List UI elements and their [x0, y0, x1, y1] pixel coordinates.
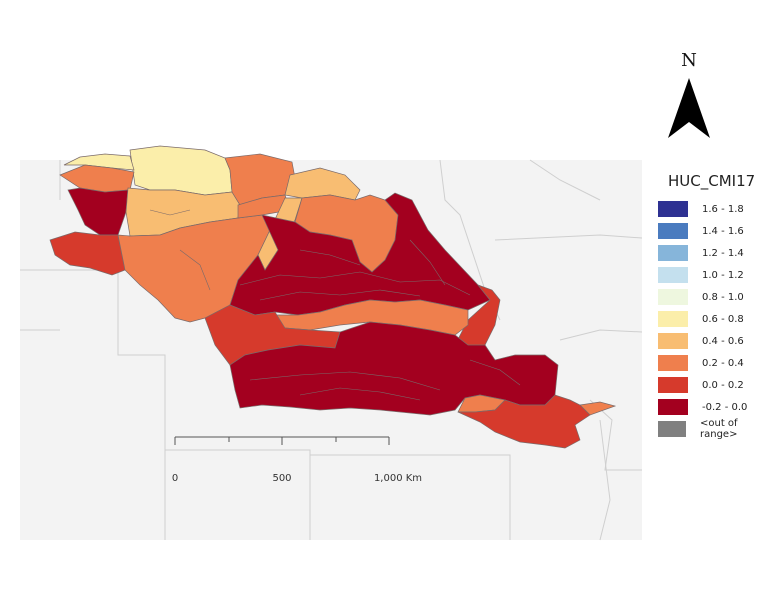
legend-swatch — [658, 355, 688, 371]
legend: HUC_CMI17 1.6 - 1.8 1.4 - 1.6 1.2 - 1.4 1.0… — [658, 170, 773, 440]
legend-swatch — [658, 311, 688, 327]
legend-swatch — [658, 421, 686, 437]
legend-swatch — [658, 223, 688, 239]
legend-label: 1.0 - 1.2 — [702, 269, 744, 281]
legend-item: <out of range> — [658, 418, 773, 440]
legend-rows: 1.6 - 1.8 1.4 - 1.6 1.2 - 1.4 1.0 - 1.2 0.8 … — [658, 198, 773, 440]
huc-region — [49, 231, 126, 276]
legend-item: -0.2 - 0.0 — [658, 396, 773, 418]
huc-region — [457, 394, 591, 449]
legend-title: HUC_CMI17 — [668, 172, 756, 190]
legend-swatch — [658, 333, 688, 349]
north-label: N — [681, 50, 697, 71]
legend-label: 1.2 - 1.4 — [702, 247, 744, 259]
huc-region — [263, 299, 469, 336]
legend-label: <out of range> — [700, 418, 738, 440]
scale-label: 1,000 Km — [374, 473, 422, 484]
legend-swatch — [658, 399, 688, 415]
legend-label: 0.4 - 0.6 — [702, 335, 744, 347]
legend-swatch — [658, 289, 688, 305]
legend-item: 0.4 - 0.6 — [658, 330, 773, 352]
legend-swatch — [658, 245, 688, 261]
legend-swatch — [658, 267, 688, 283]
legend-label: 0.0 - 0.2 — [702, 379, 744, 391]
watershed-regions — [49, 145, 617, 449]
north-arrow-icon — [668, 78, 710, 138]
scale-label: 500 — [272, 473, 291, 484]
legend-item: 1.2 - 1.4 — [658, 242, 773, 264]
scale-bar — [174, 436, 390, 445]
legend-item: 1.6 - 1.8 — [658, 198, 773, 220]
huc-region — [129, 145, 233, 196]
legend-label: 1.4 - 1.6 — [702, 225, 744, 237]
legend-item: 0.6 - 0.8 — [658, 308, 773, 330]
legend-item: 1.4 - 1.6 — [658, 220, 773, 242]
legend-label: -0.2 - 0.0 — [702, 401, 748, 413]
legend-label: 0.2 - 0.4 — [702, 357, 744, 369]
scale-label: 0 — [172, 473, 178, 484]
legend-item: 0.8 - 1.0 — [658, 286, 773, 308]
legend-item: 0.0 - 0.2 — [658, 374, 773, 396]
legend-swatch — [658, 201, 688, 217]
sub-basin-lines — [149, 209, 521, 401]
legend-label: 1.6 - 1.8 — [702, 203, 744, 215]
legend-swatch — [658, 377, 688, 393]
legend-label: 0.8 - 1.0 — [702, 291, 744, 303]
legend-label: 0.6 - 0.8 — [702, 313, 744, 325]
legend-item: 1.0 - 1.2 — [658, 264, 773, 286]
huc-region — [67, 187, 129, 236]
legend-item: 0.2 - 0.4 — [658, 352, 773, 374]
